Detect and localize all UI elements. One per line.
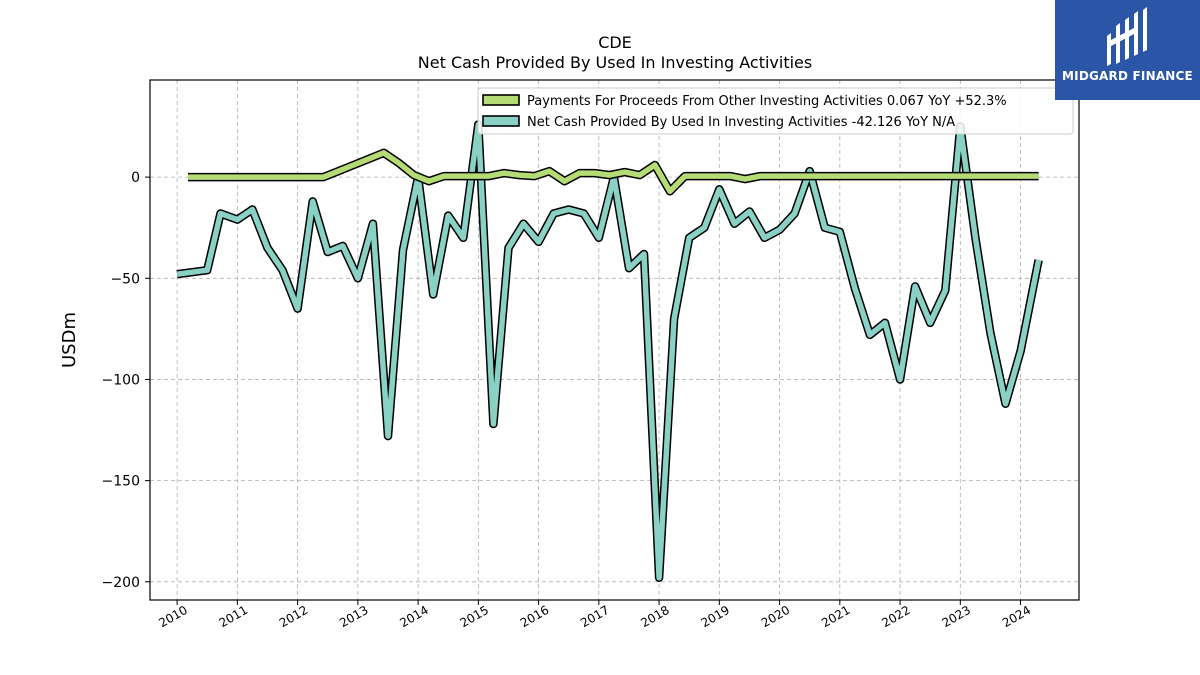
x-tick-label: 2020 xyxy=(759,603,792,630)
series-payments-line xyxy=(188,150,1039,195)
x-tick-label: 2019 xyxy=(699,603,732,630)
y-tick-label: −200 xyxy=(102,575,140,591)
plot-frame xyxy=(149,79,1080,601)
x-tick-label: 2018 xyxy=(638,603,671,630)
y-axis-label: USDm xyxy=(59,312,80,368)
x-tick-label: 2017 xyxy=(578,603,611,630)
x-tick-label: 2011 xyxy=(217,603,250,630)
x-axis: 2010 2011 2012 2013 2014 2015 2016 2017 2018 2019… xyxy=(156,600,1033,630)
x-tick-label: 2024 xyxy=(1000,603,1033,630)
midgard-m-logo-icon xyxy=(1107,7,1147,66)
series-layer xyxy=(176,120,1043,582)
y-tick-label: −150 xyxy=(102,474,140,490)
x-tick-label: 2022 xyxy=(879,603,912,630)
x-tick-label: 2021 xyxy=(819,603,852,630)
legend-label-net-cash: Net Cash Provided By Used In Investing A… xyxy=(527,115,955,130)
x-tick-label: 2023 xyxy=(940,603,973,630)
brand-name: MIDGARD FINANCE xyxy=(1062,69,1193,83)
grid-lines xyxy=(150,80,1079,600)
x-tick-label: 2010 xyxy=(156,603,189,630)
x-tick-label: 2016 xyxy=(518,603,551,630)
y-axis: 0 −50 −100 −150 −200 xyxy=(102,170,150,591)
x-tick-label: 2014 xyxy=(397,603,430,630)
legend: Payments For Proceeds From Other Investi… xyxy=(477,87,1074,135)
legend-swatch-net-cash xyxy=(482,115,520,127)
x-tick-label: 2015 xyxy=(458,603,491,630)
legend-box xyxy=(477,87,1074,135)
series-net-cash-line xyxy=(176,121,1042,581)
chart-subtitle: Net Cash Provided By Used In Investing A… xyxy=(418,53,812,72)
x-tick-label: 2012 xyxy=(277,603,310,630)
x-tick-label: 2013 xyxy=(337,603,370,630)
brand-logo: MIDGARD FINANCE xyxy=(1055,0,1200,100)
y-tick-label: −50 xyxy=(110,271,140,287)
y-tick-label: 0 xyxy=(131,170,140,186)
legend-swatch-payments xyxy=(482,94,520,106)
y-tick-label: −100 xyxy=(102,372,140,388)
legend-label-payments: Payments For Proceeds From Other Investi… xyxy=(527,94,1007,109)
chart-title: CDE xyxy=(598,33,632,52)
